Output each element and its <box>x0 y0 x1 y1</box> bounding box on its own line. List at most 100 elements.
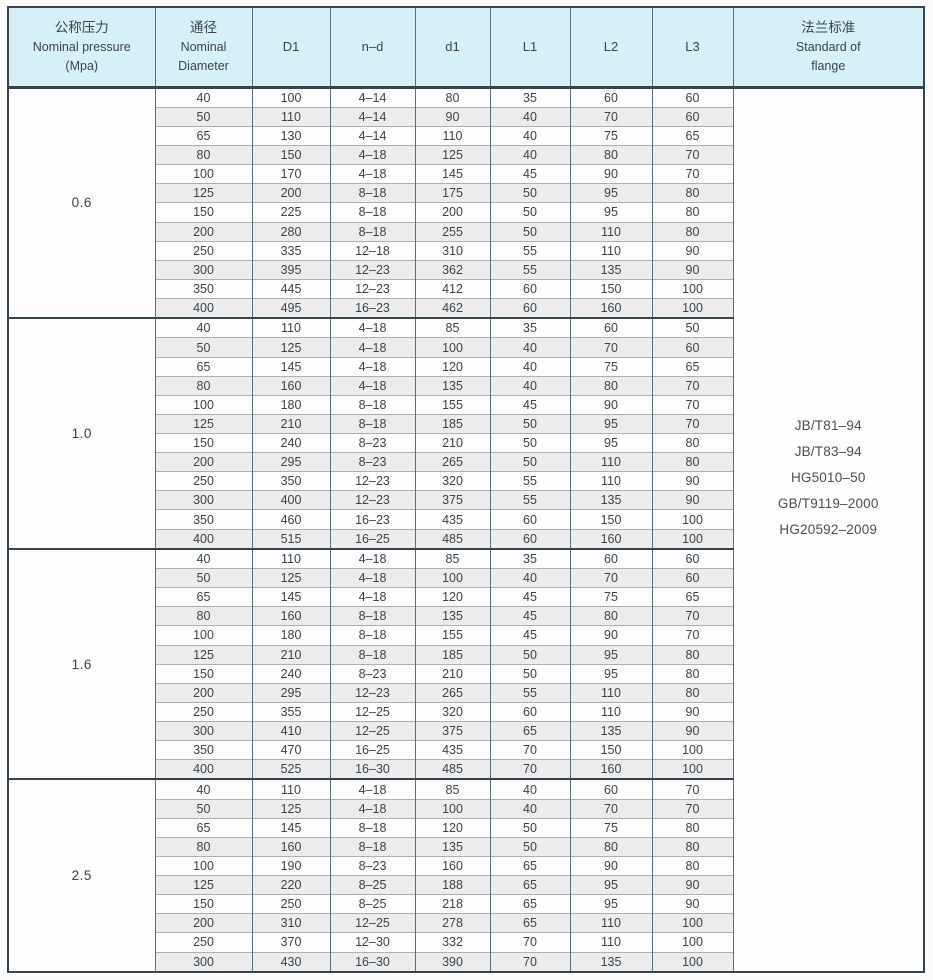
col-header-D1: D1 <box>251 7 331 89</box>
cell-dn: 200 <box>154 682 253 703</box>
table-row: 50 125 4–18 100 40 70 70 <box>8 798 924 819</box>
cell-D1: 220 <box>251 875 331 895</box>
cell-D1: 280 <box>251 221 331 242</box>
cell-nd: 4–18 <box>329 587 416 607</box>
cell-D1: 150 <box>251 145 331 165</box>
flange-standards-list: JB/T81–94 JB/T83–94 HG5010–50 GB/T9119–2000… <box>734 418 924 537</box>
flange-standard-item: HG20592–2009 <box>779 522 878 538</box>
diameter-header-en1: Nominal <box>180 40 227 55</box>
cell-D1: 430 <box>251 951 331 972</box>
cell-D1: 370 <box>251 932 331 953</box>
col-header-standard: 法兰标准 Standard of flange <box>732 7 925 89</box>
cell-d1: 100 <box>414 337 491 358</box>
cell-L2: 160 <box>569 759 653 780</box>
cell-L1: 50 <box>489 452 571 472</box>
cell-dn: 40 <box>154 317 253 338</box>
table-row: 150 240 8–23 210 50 95 80 <box>8 433 924 453</box>
cell-nd: 4–14 <box>329 85 416 108</box>
cell-nd: 8–18 <box>329 606 416 626</box>
cell-L3: 100 <box>651 278 734 299</box>
table-row: 0.6 40 100 4–14 80 35 60 60 JB/T81–94 JB/T83–94 HG… <box>7 85 925 972</box>
cell-L3: 60 <box>651 568 734 588</box>
cell-L1: 50 <box>489 202 571 223</box>
cell-L2: 90 <box>569 164 653 184</box>
cell-L1: 55 <box>489 490 571 510</box>
cell-dn: 150 <box>154 202 253 223</box>
cell-d1: 85 <box>414 317 491 338</box>
cell-L3: 65 <box>651 356 734 377</box>
flange-standards-cell: JB/T81–94 JB/T83–94 HG5010–50 GB/T9119–2000… <box>732 86 925 972</box>
cell-D1: 130 <box>251 125 331 146</box>
table-row: 80 160 8–18 135 50 80 80 <box>8 836 924 857</box>
col-header-L3: L3 <box>651 7 734 89</box>
cell-nd: 16–25 <box>329 740 416 760</box>
cell-d1: 120 <box>414 817 491 838</box>
cell-nd: 12–23 <box>329 471 416 491</box>
cell-d1: 362 <box>414 259 491 280</box>
cell-L3: 90 <box>651 701 734 722</box>
cell-dn: 80 <box>154 375 253 396</box>
cell-L2: 95 <box>569 894 653 914</box>
cell-D1: 100 <box>251 85 331 108</box>
cell-L2: 110 <box>569 240 653 261</box>
table-row: 65 145 8–18 120 50 75 80 <box>8 817 924 838</box>
table-row: 100 190 8–23 160 65 90 80 <box>8 855 924 876</box>
cell-dn: 80 <box>154 145 253 165</box>
cell-D1: 470 <box>251 740 331 760</box>
cell-L3: 90 <box>651 240 734 261</box>
cell-L1: 65 <box>489 913 571 933</box>
cell-L2: 110 <box>569 682 653 703</box>
cell-D1: 190 <box>251 855 331 876</box>
cell-nd: 12–23 <box>329 259 416 280</box>
cell-L2: 135 <box>569 490 653 510</box>
cell-D1: 145 <box>251 817 331 838</box>
cell-nd: 4–18 <box>329 317 416 338</box>
table-row: 250 335 12–18 310 55 110 90 <box>8 240 924 261</box>
cell-D1: 110 <box>251 547 331 569</box>
cell-L3: 100 <box>651 913 734 933</box>
cell-L2: 110 <box>569 452 653 472</box>
cell-d1: 200 <box>414 202 491 223</box>
cell-D1: 110 <box>251 106 331 127</box>
header-row: 公称压力 Nominal pressure (Mpa) 通径 Nominal D… <box>7 7 925 89</box>
cell-L2: 75 <box>569 817 653 838</box>
cell-D1: 400 <box>251 490 331 510</box>
cell-dn: 40 <box>154 547 253 569</box>
cell-d1: 462 <box>414 297 491 319</box>
cell-L3: 90 <box>651 875 734 895</box>
table-row: 80 150 4–18 125 40 80 70 <box>8 145 924 165</box>
cell-L3: 60 <box>651 106 734 127</box>
cell-L2: 60 <box>569 317 653 338</box>
flange-dimensions-table: 公称压力 Nominal pressure (Mpa) 通径 Nominal D… <box>7 6 925 973</box>
cell-nd: 8–23 <box>329 452 416 472</box>
table-row: 125 210 8–18 185 50 95 70 <box>8 413 924 434</box>
cell-L2: 110 <box>569 913 653 933</box>
cell-dn: 65 <box>154 356 253 377</box>
cell-dn: 50 <box>154 568 253 588</box>
cell-D1: 180 <box>251 394 331 415</box>
table-row: 400 495 16–23 462 60 160 100 <box>8 297 924 319</box>
cell-nd: 4–18 <box>329 164 416 184</box>
cell-d1: 160 <box>414 855 491 876</box>
cell-dn: 250 <box>154 932 253 953</box>
table-row: 50 125 4–18 100 40 70 60 <box>8 568 924 588</box>
pressure-group-value: 2.5 <box>7 778 156 972</box>
cell-dn: 350 <box>154 278 253 299</box>
cell-L2: 110 <box>569 932 653 953</box>
cell-dn: 100 <box>154 394 253 415</box>
cell-L2: 95 <box>569 202 653 223</box>
pressure-header-en: Nominal pressure <box>32 40 131 55</box>
cell-dn: 40 <box>154 778 253 800</box>
table-row: 125 210 8–18 185 50 95 80 <box>8 644 924 665</box>
cell-d1: 80 <box>414 85 491 108</box>
table-row: 150 240 8–23 210 50 95 80 <box>8 663 924 684</box>
cell-nd: 8–18 <box>329 817 416 838</box>
cell-dn: 200 <box>154 913 253 933</box>
cell-d1: 412 <box>414 278 491 299</box>
cell-dn: 65 <box>154 587 253 607</box>
cell-L1: 50 <box>489 183 571 203</box>
cell-L1: 40 <box>489 568 571 588</box>
cell-L2: 70 <box>569 568 653 588</box>
pressure-group-value: 0.6 <box>7 85 156 319</box>
cell-L3: 65 <box>651 587 734 607</box>
